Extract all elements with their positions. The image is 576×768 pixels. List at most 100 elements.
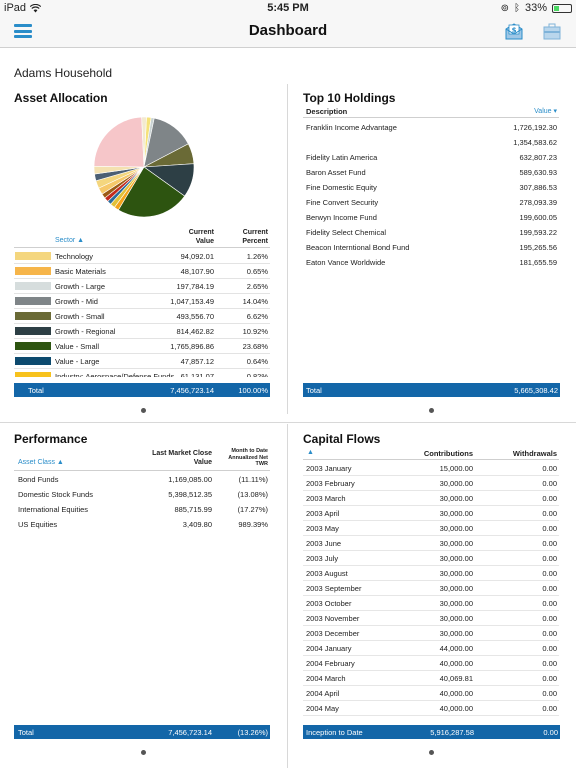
performance-row[interactable]: International Equities 885,715.99 (17.27%) [14,502,270,517]
performance-row[interactable]: US Equities 3,409.80 989.39% [14,517,270,532]
sector-sort-link[interactable]: Sector ▲ [55,237,85,244]
holding-name: Fine Domestic Equity [306,183,377,192]
allocation-row[interactable]: Value - Small 1,765,896.86 23.68% [14,339,270,354]
color-swatch [15,342,51,350]
asset-allocation-list[interactable]: Technology 94,092.01 1.26% Basic Materials 4… [14,249,270,377]
capital-flow-row[interactable]: 2003 July 30,000.00 0.00 [303,551,559,566]
holding-row[interactable]: Fidelity Select Chemical 199,593.22 [303,225,559,240]
holdings-title: Top 10 Holdings [303,91,396,105]
holding-value: 632,807.23 [519,153,557,162]
allocation-row[interactable]: Value - Large 47,857.12 0.64% [14,354,270,369]
color-swatch [15,252,51,260]
device-label: iPad [4,2,27,14]
period-label: 2003 June [306,539,342,548]
contribution-value: 30,000.00 [439,629,473,638]
asset-class-label: US Equities [18,520,58,529]
withdrawal-value: 0.00 [542,479,557,488]
asset-allocation-header: Sector ▲ Current Value Current Percent [14,226,270,248]
holding-row[interactable]: Baron Asset Fund 589,630.93 [303,165,559,180]
status-bar: iPad 5:45 PM ⊚ ᛒ 33% [0,0,576,16]
capital-flow-row[interactable]: 2003 February 30,000.00 0.00 [303,476,559,491]
holding-value: 278,093.39 [519,198,557,207]
capital-flows-list[interactable]: 2003 January 15,000.00 0.00 2003 February 30… [303,461,559,716]
page-indicator-dot[interactable] [141,408,146,413]
pie-slice[interactable] [93,116,145,168]
pie-slice[interactable] [117,166,186,218]
color-swatch [15,297,51,305]
allocation-row[interactable]: Growth - Mid 1,047,153.49 14.04% [14,294,270,309]
holding-row[interactable]: Berwyn Income Fund 199,600.05 [303,210,559,225]
capital-flow-row[interactable]: 2003 November 30,000.00 0.00 [303,611,559,626]
capital-flow-row[interactable]: 2003 March 30,000.00 0.00 [303,491,559,506]
capital-flow-row[interactable]: 2004 January 44,000.00 0.00 [303,641,559,656]
withdrawal-value: 0.00 [542,494,557,503]
sector-value: 94,092.01 [180,252,214,261]
holding-name: Berwyn Income Fund [306,213,377,222]
holding-row[interactable]: Beacon Interntional Bond Fund 195,265.56 [303,240,559,255]
capital-flow-row[interactable]: 2004 May 40,000.00 0.00 [303,701,559,716]
holding-row[interactable]: 1,354,583.62 [303,135,559,150]
performance-header: Asset Class ▲ Last Market Close Value Mo… [14,447,270,471]
pie-slice[interactable] [141,116,147,168]
withdrawal-value: 0.00 [542,629,557,638]
capital-flow-row[interactable]: 2003 May 30,000.00 0.00 [303,521,559,536]
holding-row[interactable]: Franklin Income Advantage 1,726,192.30 [303,120,559,135]
menu-icon[interactable] [14,24,32,38]
sector-label: Growth - Regional [55,327,116,336]
rotation-lock-icon: ⊚ [500,2,509,14]
holding-row[interactable]: Fidelity Latin America 632,807.23 [303,150,559,165]
capital-flow-row[interactable]: 2003 April 30,000.00 0.00 [303,506,559,521]
period-sort-link[interactable]: ▲ [307,449,314,456]
performance-row[interactable]: Bond Funds 1,169,085.00 (11.11%) [14,472,270,487]
allocation-row[interactable]: Growth - Regional 814,462.82 10.92% [14,324,270,339]
column-divider [287,84,288,414]
allocation-row[interactable]: Industry: Aerospace/Defense Funds 61,131.… [14,369,270,377]
performance-row[interactable]: Domestic Stock Funds 5,398,512.35 (13.08%) [14,487,270,502]
asset-allocation-pie-chart[interactable] [93,116,195,218]
capital-flow-row[interactable]: 2003 June 30,000.00 0.00 [303,536,559,551]
page-indicator-dot[interactable] [429,408,434,413]
current-percent-header: Current Percent [242,229,268,245]
twr-value: (17.27%) [237,505,268,514]
capital-flow-row[interactable]: 2003 August 30,000.00 0.00 [303,566,559,581]
asset-class-sort-link[interactable]: Asset Class ▲ [18,459,64,466]
contribution-value: 30,000.00 [439,614,473,623]
period-label: 2004 February [306,659,355,668]
capital-flow-row[interactable]: 2003 December 30,000.00 0.00 [303,626,559,641]
column-divider [287,424,288,768]
capital-flow-row[interactable]: 2004 February 40,000.00 0.00 [303,656,559,671]
value-sort-link[interactable]: Value ▾ [534,108,557,115]
allocation-row[interactable]: Growth - Large 197,784.19 2.65% [14,279,270,294]
period-label: 2003 May [306,524,339,533]
withdrawal-value: 0.00 [542,464,557,473]
capital-flow-row[interactable]: 2004 March 40,069.81 0.00 [303,671,559,686]
holding-row[interactable]: Eaton Vance Worldwide 181,655.59 [303,255,559,270]
sector-label: Industry: Aerospace/Defense Funds [55,372,175,377]
withdrawal-value: 0.00 [542,659,557,668]
capital-flow-row[interactable]: 2003 October 30,000.00 0.00 [303,596,559,611]
page-indicator-dot[interactable] [141,750,146,755]
page-indicator-dot[interactable] [429,750,434,755]
mail-report-icon[interactable]: $ [504,21,524,41]
holding-row[interactable]: Fine Domestic Equity 307,886.53 [303,180,559,195]
allocation-row[interactable]: Technology 94,092.01 1.26% [14,249,270,264]
contribution-value: 30,000.00 [439,479,473,488]
withdrawal-value: 0.00 [542,704,557,713]
holding-name: Fidelity Latin America [306,153,378,162]
briefcase-icon[interactable] [542,21,562,41]
holding-name: Fine Convert Security [306,198,379,207]
color-swatch [15,372,51,377]
allocation-row[interactable]: Growth - Small 493,556.70 6.62% [14,309,270,324]
sector-percent: 1.26% [246,252,268,261]
capital-flow-row[interactable]: 2003 September 30,000.00 0.00 [303,581,559,596]
holding-row[interactable]: Fine Convert Security 278,093.39 [303,195,559,210]
capital-flow-row[interactable]: 2004 April 40,000.00 0.00 [303,686,559,701]
allocation-row[interactable]: Basic Materials 48,107.90 0.65% [14,264,270,279]
withdrawal-value: 0.00 [542,614,557,623]
sector-percent: 14.04% [242,297,268,306]
capital-flows-panel: Capital Flows [303,432,380,446]
household-name: Adams Household [14,66,113,80]
period-label: 2004 April [306,689,340,698]
capital-flow-row[interactable]: 2003 January 15,000.00 0.00 [303,461,559,476]
holdings-header: Description Value ▾ [303,106,559,118]
